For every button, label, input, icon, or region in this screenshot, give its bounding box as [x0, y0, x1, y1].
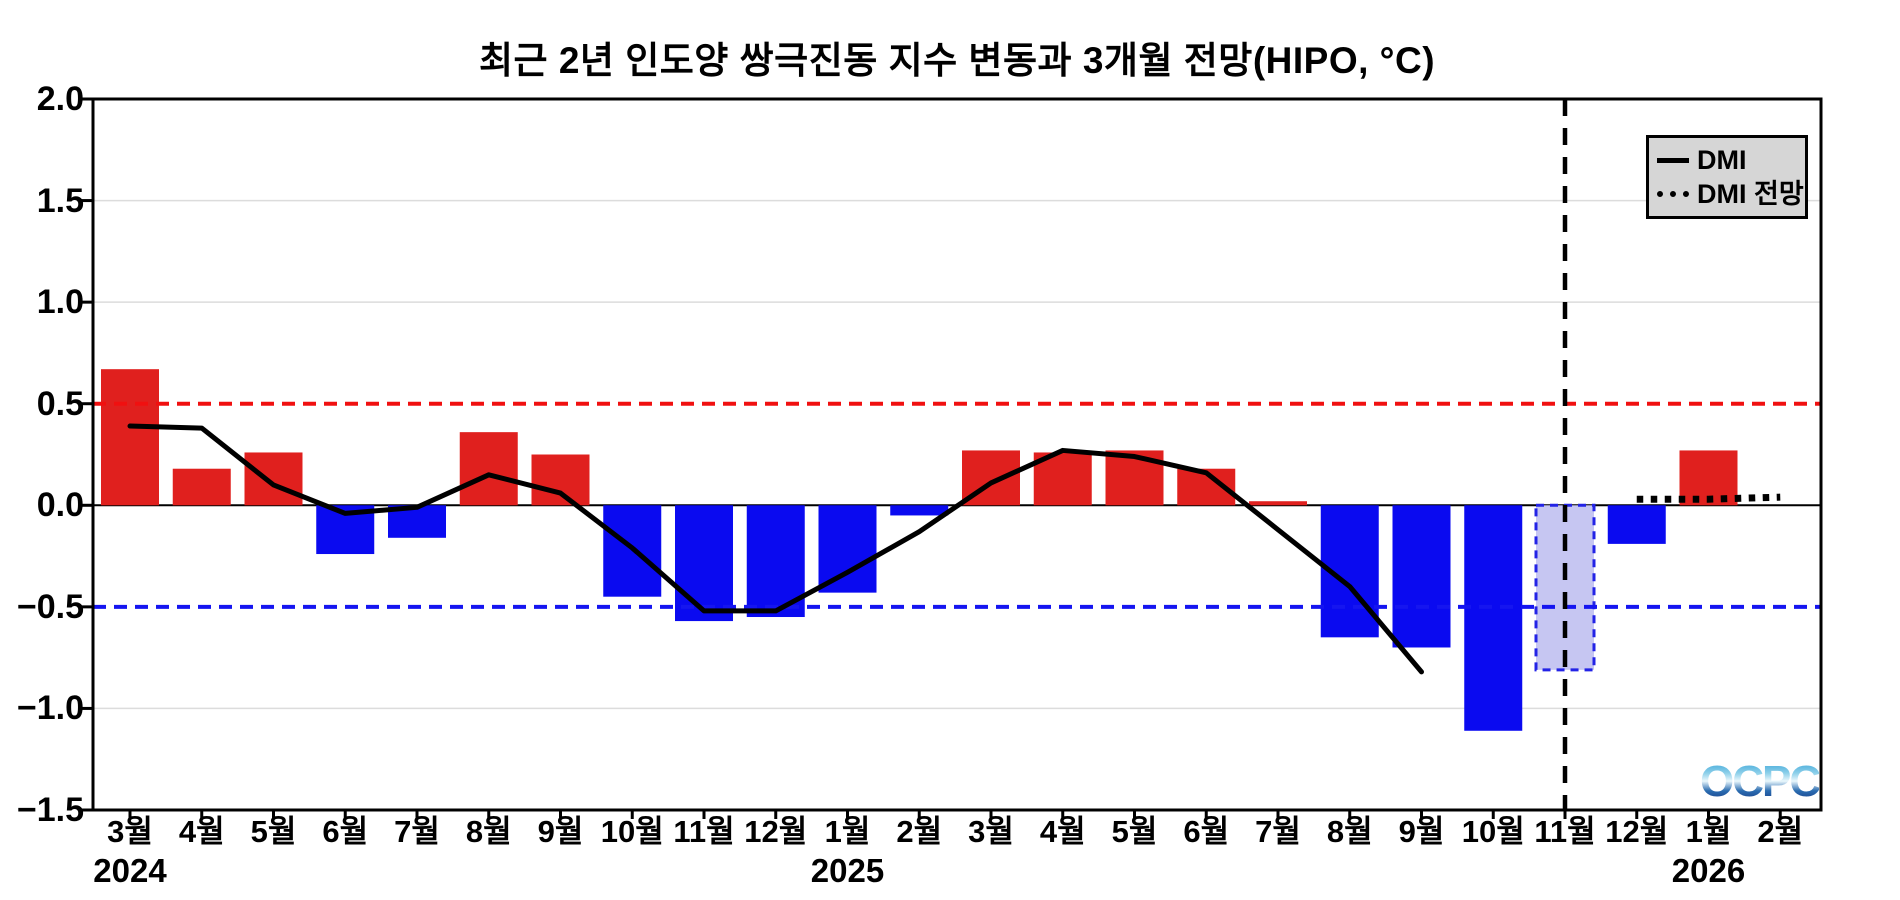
x-axis-month-label: 6월: [322, 814, 369, 849]
x-axis-month-label: 11월: [1534, 814, 1596, 849]
negative-bar: [1392, 505, 1451, 648]
positive-bar: [459, 432, 518, 506]
x-axis-month-label: 12월: [744, 814, 808, 849]
x-axis-month-label: 8월: [1326, 814, 1373, 849]
x-axis-month-label: 1월: [824, 814, 871, 849]
y-axis-tick-label: 1.5: [36, 181, 84, 220]
x-axis-month-label: 7월: [1255, 814, 1301, 849]
x-axis-month-label: 6월: [1183, 814, 1230, 849]
x-axis-month-label: 10월: [600, 814, 664, 849]
y-axis-tick-label: 0.5: [36, 384, 84, 423]
positive-bar: [101, 369, 159, 506]
positive-bar: [531, 454, 590, 506]
x-axis-month-label: 4월: [178, 814, 225, 849]
x-axis-month-label: 3월: [968, 814, 1014, 849]
chart-legend: DMI DMI 전망: [1646, 135, 1808, 219]
dmi-forecast-line: [1636, 493, 1781, 503]
negative-bar: [1607, 505, 1666, 544]
legend-row-dmi-forecast: DMI 전망: [1657, 179, 1804, 209]
x-axis-month-label: 4월: [1039, 814, 1086, 849]
y-axis-tick-label: −1.5: [16, 791, 84, 829]
x-axis-year-label: 2024: [93, 852, 167, 889]
forecast-bar: [1534, 503, 1596, 672]
legend-label-dmi-forecast: DMI 전망: [1697, 179, 1804, 209]
x-axis-month-label: 9월: [1398, 814, 1445, 849]
x-axis-month-label: 9월: [537, 814, 584, 849]
y-axis-tick-label: −1.0: [16, 689, 84, 728]
x-axis-month-label: 11월: [673, 814, 735, 849]
x-axis-year-label: 2025: [810, 852, 885, 889]
chart-title: 최근 2년 인도양 쌍극진동 지수 변동과 3개월 전망(HIPO, °C): [478, 40, 1436, 81]
y-axis-tick-label: −0.5: [16, 587, 84, 626]
negative-bar: [890, 505, 949, 516]
negative-bar: [1464, 505, 1523, 731]
x-axis-month-label: 7월: [394, 814, 440, 849]
x-axis-month-label: 5월: [250, 814, 297, 849]
x-axis-year-label: 2026: [1671, 852, 1746, 889]
x-axis-month-label: 10월: [1461, 814, 1525, 849]
negative-bar: [675, 505, 733, 622]
positive-bar: [244, 452, 303, 506]
legend-row-dmi: DMI: [1657, 145, 1797, 175]
x-axis-month-label: 3월: [107, 814, 153, 849]
legend-label-dmi: DMI: [1697, 145, 1747, 175]
positive-bar: [1249, 501, 1307, 506]
x-axis-month-label: 2월: [1757, 814, 1804, 849]
x-axis-month-label: 8월: [465, 814, 512, 849]
positive-bar: [172, 468, 231, 506]
x-axis-month-label: 12월: [1605, 814, 1669, 849]
dmi-line: [127, 423, 1424, 675]
x-axis-month-label: 5월: [1111, 814, 1158, 849]
negative-bar: [818, 505, 877, 593]
dmi-solid-line-icon: [1657, 157, 1689, 163]
x-axis-month-label: 1월: [1685, 814, 1732, 849]
x-axis-month-label: 2월: [896, 814, 943, 849]
y-axis-tick-label: 0.0: [36, 486, 84, 525]
ocpc-logo: OCPC: [1700, 757, 1821, 806]
y-axis-tick-label: 1.0: [36, 283, 84, 322]
y-axis-tick-label: 2.0: [36, 80, 84, 118]
plot-frame: [91, 97, 1823, 812]
dmi-forecast-dotted-line-icon: [1657, 191, 1689, 197]
